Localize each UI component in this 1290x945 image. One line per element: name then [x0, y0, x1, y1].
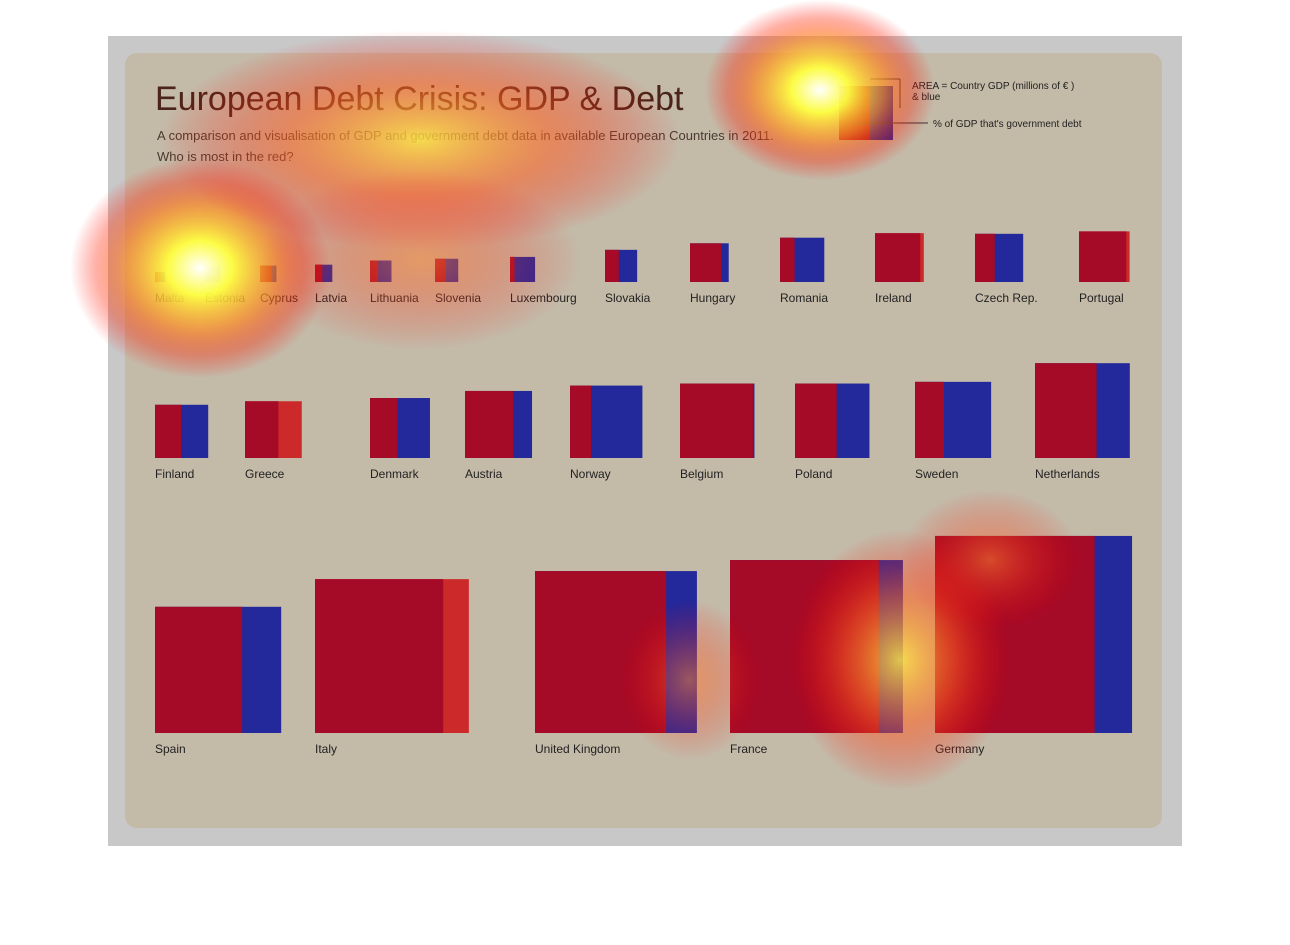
debt-bar — [205, 266, 206, 282]
country-label: France — [730, 742, 768, 756]
debt-bar — [690, 243, 722, 282]
debt-bar — [535, 571, 667, 733]
country-label: Denmark — [370, 467, 420, 481]
debt-bar — [155, 606, 243, 733]
subtitle: Who is most in the red? — [157, 149, 294, 164]
debt-bar — [315, 579, 444, 733]
country-label: Italy — [315, 742, 337, 756]
debt-bar — [315, 264, 323, 282]
debt-bar — [370, 260, 379, 282]
debt-bar — [780, 237, 795, 282]
country-label: United Kingdom — [535, 742, 620, 756]
country-label: Latvia — [315, 291, 347, 305]
subtitle: A comparison and visualisation of GDP an… — [157, 128, 774, 143]
country-label: Spain — [155, 742, 186, 756]
debt-bar — [680, 383, 753, 458]
debt-bar — [245, 401, 279, 458]
country-label: Czech Rep. — [975, 291, 1038, 305]
country-label: Ireland — [875, 291, 912, 305]
legend-text: % of GDP that's government debt — [933, 119, 1082, 130]
country-label: Lithuania — [370, 291, 419, 305]
country-label: Hungary — [690, 291, 735, 305]
debt-bar — [975, 233, 995, 282]
country-label: Cyprus — [260, 291, 298, 305]
debt-bar — [795, 383, 837, 458]
debt-bar — [155, 404, 182, 458]
debt-bar — [935, 535, 1095, 733]
legend-text: & blue — [912, 92, 941, 103]
debt-bar — [915, 381, 944, 458]
country-label: Belgium — [680, 467, 723, 481]
country-label: Portugal — [1079, 291, 1124, 305]
debt-bar — [730, 560, 879, 733]
debt-bar — [370, 398, 398, 458]
country-label: Greece — [245, 467, 285, 481]
country-label: Netherlands — [1035, 467, 1100, 481]
gdp-square — [205, 266, 221, 282]
country-label: Luxembourg — [510, 291, 577, 305]
debt-bar — [435, 258, 446, 282]
legend-square — [870, 86, 893, 140]
debt-bar — [875, 233, 921, 282]
country-label: Slovenia — [435, 291, 481, 305]
legend-text: AREA = Country GDP (millions of € ) — [912, 81, 1074, 92]
debt-bar — [605, 249, 619, 282]
country-label: Norway — [570, 467, 611, 481]
country-label: Sweden — [915, 467, 958, 481]
country-label: Estonia — [205, 291, 245, 305]
country-label: Romania — [780, 291, 828, 305]
debt-bar — [465, 390, 514, 458]
debt-bar — [260, 265, 272, 282]
country-label: Slovakia — [605, 291, 651, 305]
chart-title: European Debt Crisis: GDP & Debt — [155, 80, 684, 118]
country-label: Malta — [155, 291, 185, 305]
debt-bar — [570, 385, 591, 458]
debt-bar — [1079, 231, 1127, 282]
country-label: Germany — [935, 742, 984, 756]
country-label: Austria — [465, 467, 503, 481]
country-label: Poland — [795, 467, 832, 481]
debt-bar — [510, 256, 515, 282]
country-label: Finland — [155, 467, 194, 481]
debt-bar — [1035, 363, 1097, 458]
debt-bar — [155, 272, 162, 282]
